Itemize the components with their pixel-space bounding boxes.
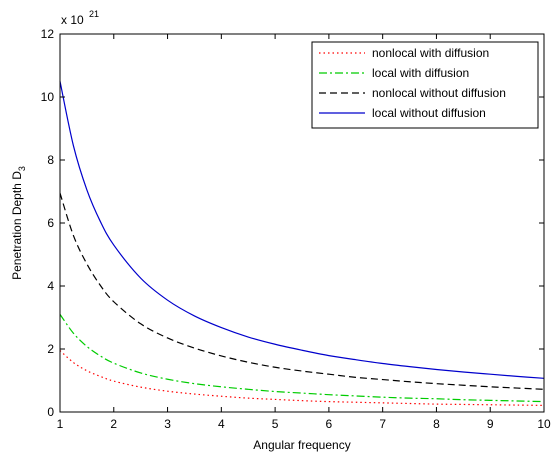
x-tick-label: 4 <box>218 417 225 431</box>
x-tick-label: 10 <box>537 417 551 431</box>
series-line-2 <box>59 192 545 390</box>
y-tick-label: 0 <box>47 405 54 419</box>
x-tick-label: 5 <box>272 417 279 431</box>
y-multiplier-base: x 10 <box>61 13 84 27</box>
x-tick-label: 2 <box>110 417 117 431</box>
x-tick-label: 6 <box>326 417 333 431</box>
legend-label-3: local without diffusion <box>372 106 486 120</box>
series-line-3 <box>59 81 545 379</box>
series-line-1 <box>59 314 545 403</box>
legend-box <box>311 41 539 129</box>
legend-label-0: nonlocal with diffusion <box>372 46 489 60</box>
y-tick-label: 8 <box>47 153 54 167</box>
series-layer <box>59 81 545 406</box>
y-tick-label: 10 <box>41 90 55 104</box>
legend-label-1: local with diffusion <box>372 66 469 80</box>
x-tick-label: 7 <box>379 417 386 431</box>
x-axis-label: Angular frequency <box>253 438 350 452</box>
y-axis-label-main: Penetration Depth D <box>10 171 24 280</box>
series-line-0 <box>59 350 545 406</box>
y-axis-label: Penetration Depth D3 <box>10 166 27 280</box>
legend-label-2: nonlocal without diffusion <box>372 86 506 100</box>
y-multiplier-exponent: 21 <box>89 9 99 19</box>
y-tick-label: 4 <box>47 279 54 293</box>
y-tick-label: 2 <box>47 342 54 356</box>
y-axis-label-group: Penetration Depth D3 <box>10 166 27 280</box>
x-tick-label: 3 <box>164 417 171 431</box>
x-tick-label: 1 <box>57 417 64 431</box>
y-axis-label-subscript: 3 <box>17 166 27 171</box>
x-tick-label: 9 <box>487 417 494 431</box>
y-tick-label: 6 <box>47 216 54 230</box>
x-tick-label: 8 <box>433 417 440 431</box>
y-tick-label: 12 <box>41 27 55 41</box>
y-multiplier: x 10 21 <box>61 9 99 27</box>
legend: nonlocal with diffusion local with diffus… <box>311 41 539 129</box>
